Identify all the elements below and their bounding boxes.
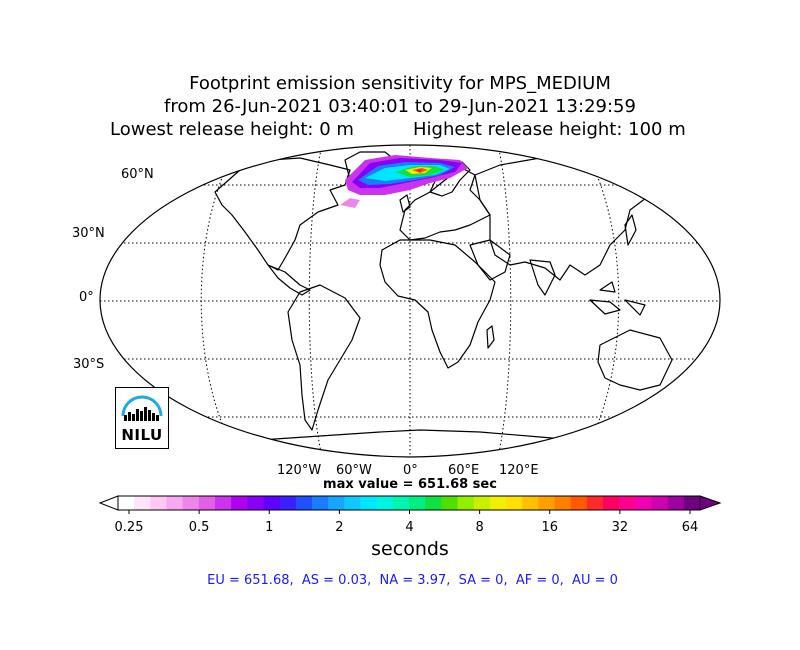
colorbar-segment	[392, 496, 410, 510]
lon-label-0: 0°	[403, 463, 418, 478]
max-value-label: max value = 651.68 sec	[323, 477, 497, 492]
lon-label-120e: 120°E	[499, 463, 539, 478]
globe-outline	[99, 144, 721, 458]
colorbar-frame	[117, 495, 701, 511]
colorbar-segment	[247, 496, 264, 510]
colorbar-segment	[441, 496, 458, 510]
lon-label-60e: 60°E	[448, 463, 480, 478]
colorbar-segment	[409, 496, 426, 510]
lowest-release-height: Lowest release height: 0 m	[110, 119, 354, 140]
footprint-plume	[340, 155, 468, 208]
lon-label-60w: 60°W	[336, 463, 372, 478]
lat-label-30s: 30°S	[73, 357, 105, 372]
colorbar-segment	[263, 496, 281, 510]
colorbar-tick-label: 16	[541, 520, 559, 535]
colorbar-segment	[667, 496, 685, 510]
colorbar-segment	[603, 496, 620, 510]
colorbar-segment	[198, 496, 216, 510]
colorbar-max-arrow	[699, 495, 722, 511]
colorbar-units: seconds	[371, 538, 449, 560]
colorbar-segment	[554, 496, 572, 510]
title-line-1: Footprint emission sensitivity for MPS_M…	[189, 73, 611, 94]
coastlines	[199, 151, 701, 449]
lat-label-60n: 60°N	[121, 167, 154, 182]
colorbar-segment	[360, 496, 378, 510]
world-map	[99, 144, 721, 458]
lon-label-120w: 120°W	[277, 463, 322, 478]
colorbar-segment	[279, 496, 297, 510]
colorbar-segment	[651, 496, 669, 510]
colorbar-segment	[344, 496, 361, 510]
colorbar-segment	[457, 496, 475, 510]
colorbar-segment	[150, 496, 167, 510]
colorbar-segment	[295, 496, 313, 510]
colorbar-segment	[473, 496, 491, 510]
lon-gridlines	[200, 145, 620, 457]
logo-text: NILU	[121, 426, 163, 444]
colorbar-tick-label: 32	[611, 520, 629, 535]
colorbar-segment	[538, 496, 555, 510]
colorbar-tick-label: 1	[265, 520, 274, 535]
colorbar-segment	[182, 496, 200, 510]
colorbar-segment	[328, 496, 345, 510]
colorbar-segments	[118, 496, 701, 510]
colorbar-segment	[683, 496, 701, 510]
colorbar-tick-label: 0.25	[114, 520, 144, 535]
colorbar-tick-label: 64	[681, 520, 699, 535]
title-line-2: from 26-Jun-2021 03:40:01 to 29-Jun-2021…	[164, 96, 636, 117]
colorbar-segment	[522, 496, 539, 510]
colorbar-tick-label: 0.5	[188, 520, 210, 535]
colorbar-segment	[166, 496, 184, 510]
colorbar-min-arrow	[98, 495, 119, 511]
colorbar-tick-label: 4	[405, 520, 414, 535]
lat-label-0: 0°	[79, 290, 94, 305]
region-summary: EU = 651.68, AS = 0.03, NA = 3.97, SA = …	[207, 573, 618, 588]
nilu-logo-icon	[121, 395, 163, 421]
colorbar-tick-label: 8	[475, 520, 484, 535]
colorbar-segment	[312, 496, 329, 510]
colorbar-segment	[619, 496, 636, 510]
colorbar-segment	[506, 496, 523, 510]
nilu-logo: NILU	[115, 387, 169, 449]
lat-label-30n: 30°N	[72, 226, 105, 241]
highest-release-height: Highest release height: 100 m	[413, 119, 686, 140]
colorbar-tick-label: 2	[335, 520, 344, 535]
colorbar-segment	[118, 496, 135, 510]
colorbar-segment	[231, 496, 248, 510]
colorbar-segment	[570, 496, 588, 510]
colorbar-segment	[586, 496, 604, 510]
colorbar-segment	[215, 496, 232, 510]
colorbar-segment	[134, 496, 151, 510]
colorbar-segment	[489, 496, 507, 510]
colorbar-segment	[635, 496, 652, 510]
colorbar-segment	[425, 496, 442, 510]
colorbar-segment	[376, 496, 394, 510]
